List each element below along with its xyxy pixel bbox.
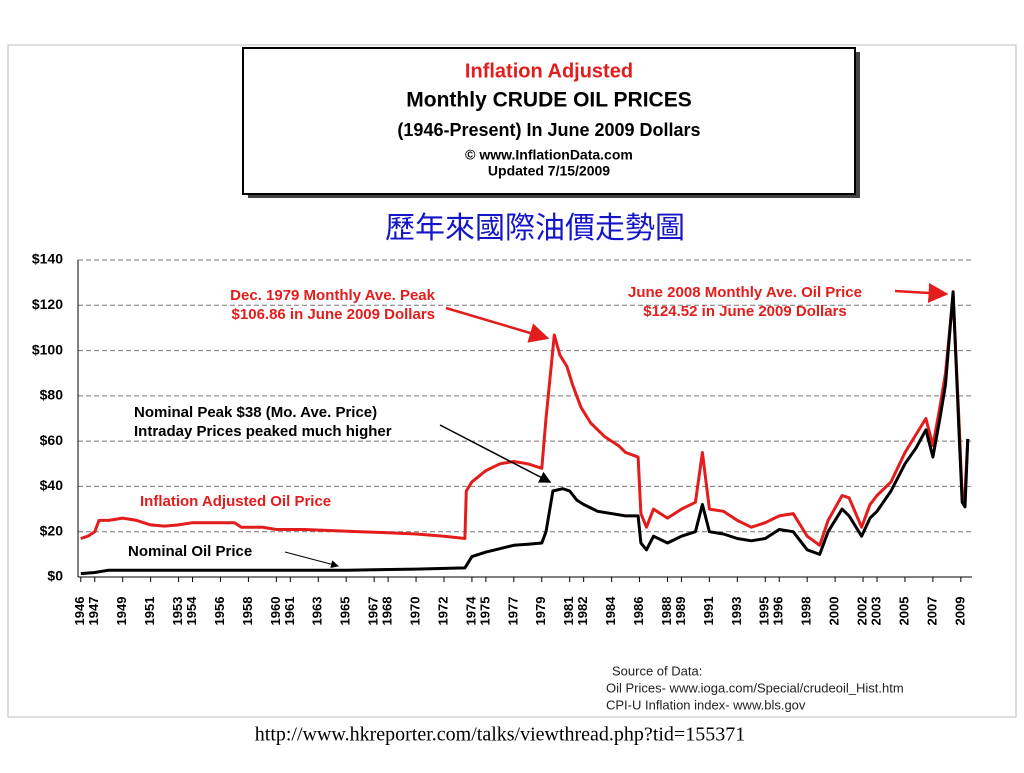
- x-tick-label: 1961: [282, 597, 297, 626]
- arrow: [439, 424, 552, 483]
- x-tick-label: 1996: [771, 597, 786, 626]
- x-tick-label: 2007: [924, 597, 939, 626]
- x-tick-label: 1968: [380, 597, 395, 626]
- x-tick-label: 1984: [603, 596, 618, 626]
- x-tick-label: 1982: [575, 597, 590, 626]
- y-tick-label: $60: [40, 432, 64, 448]
- x-tick-label: 1970: [407, 597, 422, 626]
- arrow: [445, 306, 550, 343]
- title-line: © www.InflationData.com: [465, 147, 633, 163]
- x-tick-label: 1946: [72, 597, 87, 626]
- x-tick-label: 1967: [366, 597, 381, 626]
- arrow: [894, 282, 949, 303]
- x-tick-label: 1993: [729, 597, 744, 626]
- source-line: Source of Data:: [612, 663, 702, 678]
- title-line: Updated 7/15/2009: [488, 163, 610, 179]
- source-line: CPI-U Inflation index- www.bls.gov: [606, 697, 806, 712]
- y-tick-label: $140: [32, 251, 63, 267]
- annotation: Nominal Peak $38 (Mo. Ave. Price): [134, 404, 377, 421]
- x-tick-label: 1954: [184, 596, 199, 626]
- x-tick-label: 1963: [310, 597, 325, 626]
- x-tick-label: 2000: [827, 597, 842, 626]
- x-tick-label: 1953: [170, 597, 185, 626]
- x-tick-label: 1947: [86, 597, 101, 626]
- series-label: Nominal Oil Price: [128, 543, 252, 560]
- x-tick-label: 1951: [142, 597, 157, 626]
- x-tick-label: 1989: [673, 597, 688, 626]
- annotation: Intraday Prices peaked much higher: [134, 423, 392, 440]
- annotation: Dec. 1979 Monthly Ave. Peak: [230, 287, 435, 304]
- y-tick-label: $0: [47, 568, 63, 584]
- x-tick-label: 1988: [659, 597, 674, 626]
- y-tick-label: $100: [32, 341, 63, 357]
- x-tick-label: 2005: [896, 597, 911, 626]
- annotation: $106.86 in June 2009 Dollars: [232, 306, 435, 323]
- x-tick-label: 2009: [952, 597, 967, 626]
- x-tick-label: 1981: [561, 597, 576, 626]
- y-tick-label: $80: [40, 387, 64, 403]
- x-tick-label: 1974: [463, 596, 478, 626]
- source-line: Oil Prices- www.ioga.com/Special/crudeoi…: [606, 680, 904, 695]
- series-label: Inflation Adjusted Oil Price: [140, 493, 331, 510]
- x-tick-label: 1956: [212, 597, 227, 626]
- annotation: June 2008 Monthly Ave. Oil Price: [628, 284, 862, 301]
- x-tick-label: 2003: [868, 597, 883, 626]
- x-tick-label: 2002: [854, 597, 869, 626]
- y-tick-label: $20: [40, 522, 64, 538]
- x-tick-label: 1965: [338, 597, 353, 626]
- title-line: Inflation Adjusted: [465, 60, 633, 82]
- x-tick-label: 1960: [268, 597, 283, 626]
- x-tick-label: 1972: [435, 597, 450, 626]
- x-tick-label: 1991: [701, 597, 716, 626]
- x-tick-label: 1958: [240, 597, 255, 626]
- title-line: Monthly CRUDE OIL PRICES: [406, 89, 691, 112]
- x-tick-label: 1975: [477, 597, 492, 626]
- arrow: [284, 551, 339, 569]
- y-tick-label: $40: [40, 477, 64, 493]
- title-line: (1946-Present) In June 2009 Dollars: [397, 120, 700, 140]
- x-tick-label: 1986: [631, 597, 646, 626]
- annotation: $124.52 in June 2009 Dollars: [643, 303, 846, 320]
- chinese-title: 歷年來國際油價走勢圖: [385, 211, 685, 246]
- x-tick-label: 1998: [799, 597, 814, 626]
- x-tick-label: 1977: [505, 597, 520, 626]
- source-url: http://www.hkreporter.com/talks/viewthre…: [255, 724, 745, 746]
- x-tick-label: 1949: [114, 597, 129, 626]
- y-tick-label: $120: [32, 296, 63, 312]
- x-tick-label: 1995: [757, 597, 772, 626]
- title-box: [242, 47, 856, 195]
- series-line: [80, 293, 970, 547]
- frame: [7, 44, 1017, 718]
- x-tick-label: 1979: [533, 597, 548, 626]
- series-line: [80, 290, 970, 576]
